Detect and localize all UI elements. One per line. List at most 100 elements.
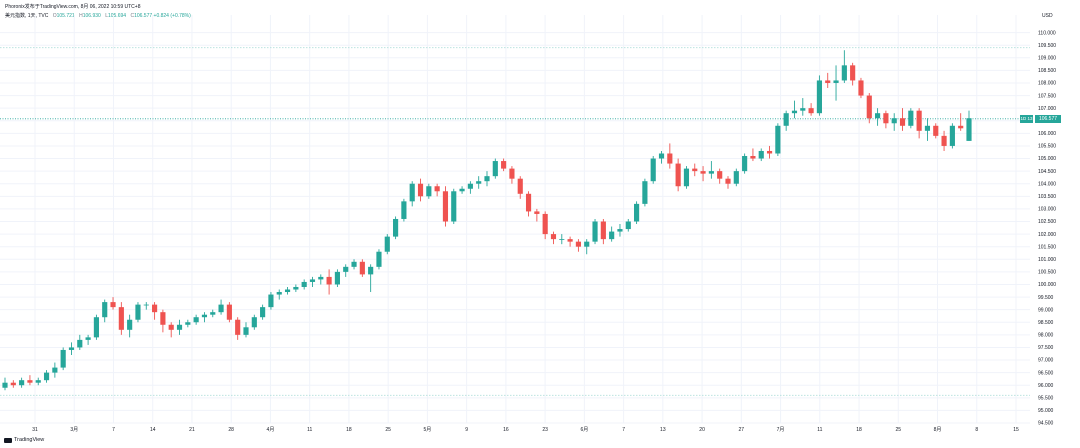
candle-body-up [650,158,656,182]
ohlc-open-label: O [52,13,57,19]
candle [609,226,615,242]
currency-label: USD [1042,13,1053,19]
candle [600,218,606,245]
candle [284,286,291,295]
ohlc-close-label: C [130,13,135,19]
price-tick-label: 97.000 [1038,358,1054,364]
price-axis[interactable]: 110.000 109.500 109.000 108.500 108.000 107.5… [1038,30,1056,426]
candle-body-up [309,279,316,282]
candle-body-up [908,110,914,126]
candle-body-down [542,213,548,235]
candle [251,314,257,330]
candle-body-up [791,110,798,114]
chart-header-symbol: 美元指数, 1天, TVC O105.721 H106.930 L105.694… [5,12,191,19]
candle-body-up [617,229,623,232]
candle-body-down [10,382,16,386]
time-tick-label: 28 [228,427,234,433]
candle [102,299,108,323]
price-tick-label: 105.500 [1038,144,1056,150]
candle [692,163,698,177]
candle-body-down [750,156,756,159]
candle [226,302,232,323]
candle [816,75,822,116]
time-tick-label: 7 [112,427,115,433]
time-tick-label: 7月 [777,427,785,433]
candle [118,302,124,335]
candle [833,65,839,101]
ohlc-low-value: 105.694 [107,13,127,19]
candle-body-up [68,347,75,350]
price-tick-label: 110.000 [1038,30,1056,36]
candle-body-up [758,150,764,159]
candle [575,239,581,252]
candle [35,377,41,386]
candle-body-down [501,161,507,169]
dotted-levels [0,47,1030,396]
candle-body-down [326,276,332,285]
symbol-label[interactable]: 美元指数, 1天, TVC [5,13,49,19]
candle-body-up [476,181,482,184]
candle-body-up [584,241,590,247]
time-axis[interactable]: 31 3月 7 14 21 28 4月 11 18 25 5月 9 16 23 6月 7 13 20 27 7月 11 1… [32,427,1019,433]
candle [451,188,457,225]
chart-header-published: Phoronix发布于TradingView.com, 8月 06, 2022 … [5,3,141,10]
time-tick-label: 6月 [580,427,588,433]
time-tick-label: 18 [346,427,352,433]
candle [484,171,490,187]
candle [218,299,224,315]
candle [733,168,739,187]
candle [326,269,332,295]
candle [27,375,33,386]
candle [717,168,723,184]
candle [758,148,764,162]
candle-body-up [966,118,972,141]
candle [143,302,149,310]
candle-body-down [567,239,573,242]
candle [359,259,365,277]
candle [883,110,889,129]
candle [459,186,465,194]
candle [808,103,814,116]
candle-body-down [118,307,124,330]
price-tick-label: 95.000 [1038,408,1054,414]
candle-body-up [43,372,50,381]
candle-body-up [492,161,498,177]
time-tick-label: 21 [189,427,195,433]
candle-body-up [135,304,141,320]
candle-body-up [19,380,25,386]
price-tick-label: 102.500 [1038,219,1056,225]
candle [642,178,648,207]
time-tick-label: 31 [32,427,38,433]
candle-body-up [642,181,648,204]
tradingview-logo[interactable]: TradingView [4,437,44,443]
candle [941,130,947,151]
candle-body-up [592,221,598,242]
candle-body-up [334,271,340,285]
candle [966,110,972,141]
candle [492,158,498,179]
candle-body-up [401,201,407,219]
candle-body-up [143,304,149,306]
time-tick-label: 25 [895,427,901,433]
candle-body-down [550,234,557,240]
candle [783,110,789,131]
time-tick-label: 14 [150,427,156,433]
candle-body-down [534,211,540,214]
price-tick-label: 101.000 [1038,257,1056,263]
candle-body-up [783,113,789,126]
candle-body-up [924,125,931,131]
candle [567,236,573,247]
time-tick-label: 9 [465,427,468,433]
candle [550,231,557,245]
candle-body-down [235,319,241,335]
candle-body-down [766,150,773,154]
candle-body-down [700,171,706,174]
candle-body-up [609,231,615,240]
time-tick-label: 27 [739,427,745,433]
candle [658,150,665,164]
price-tick-label: 100.500 [1038,270,1056,276]
candle [376,249,382,270]
candle-body-down [27,380,33,383]
candle [841,50,847,83]
